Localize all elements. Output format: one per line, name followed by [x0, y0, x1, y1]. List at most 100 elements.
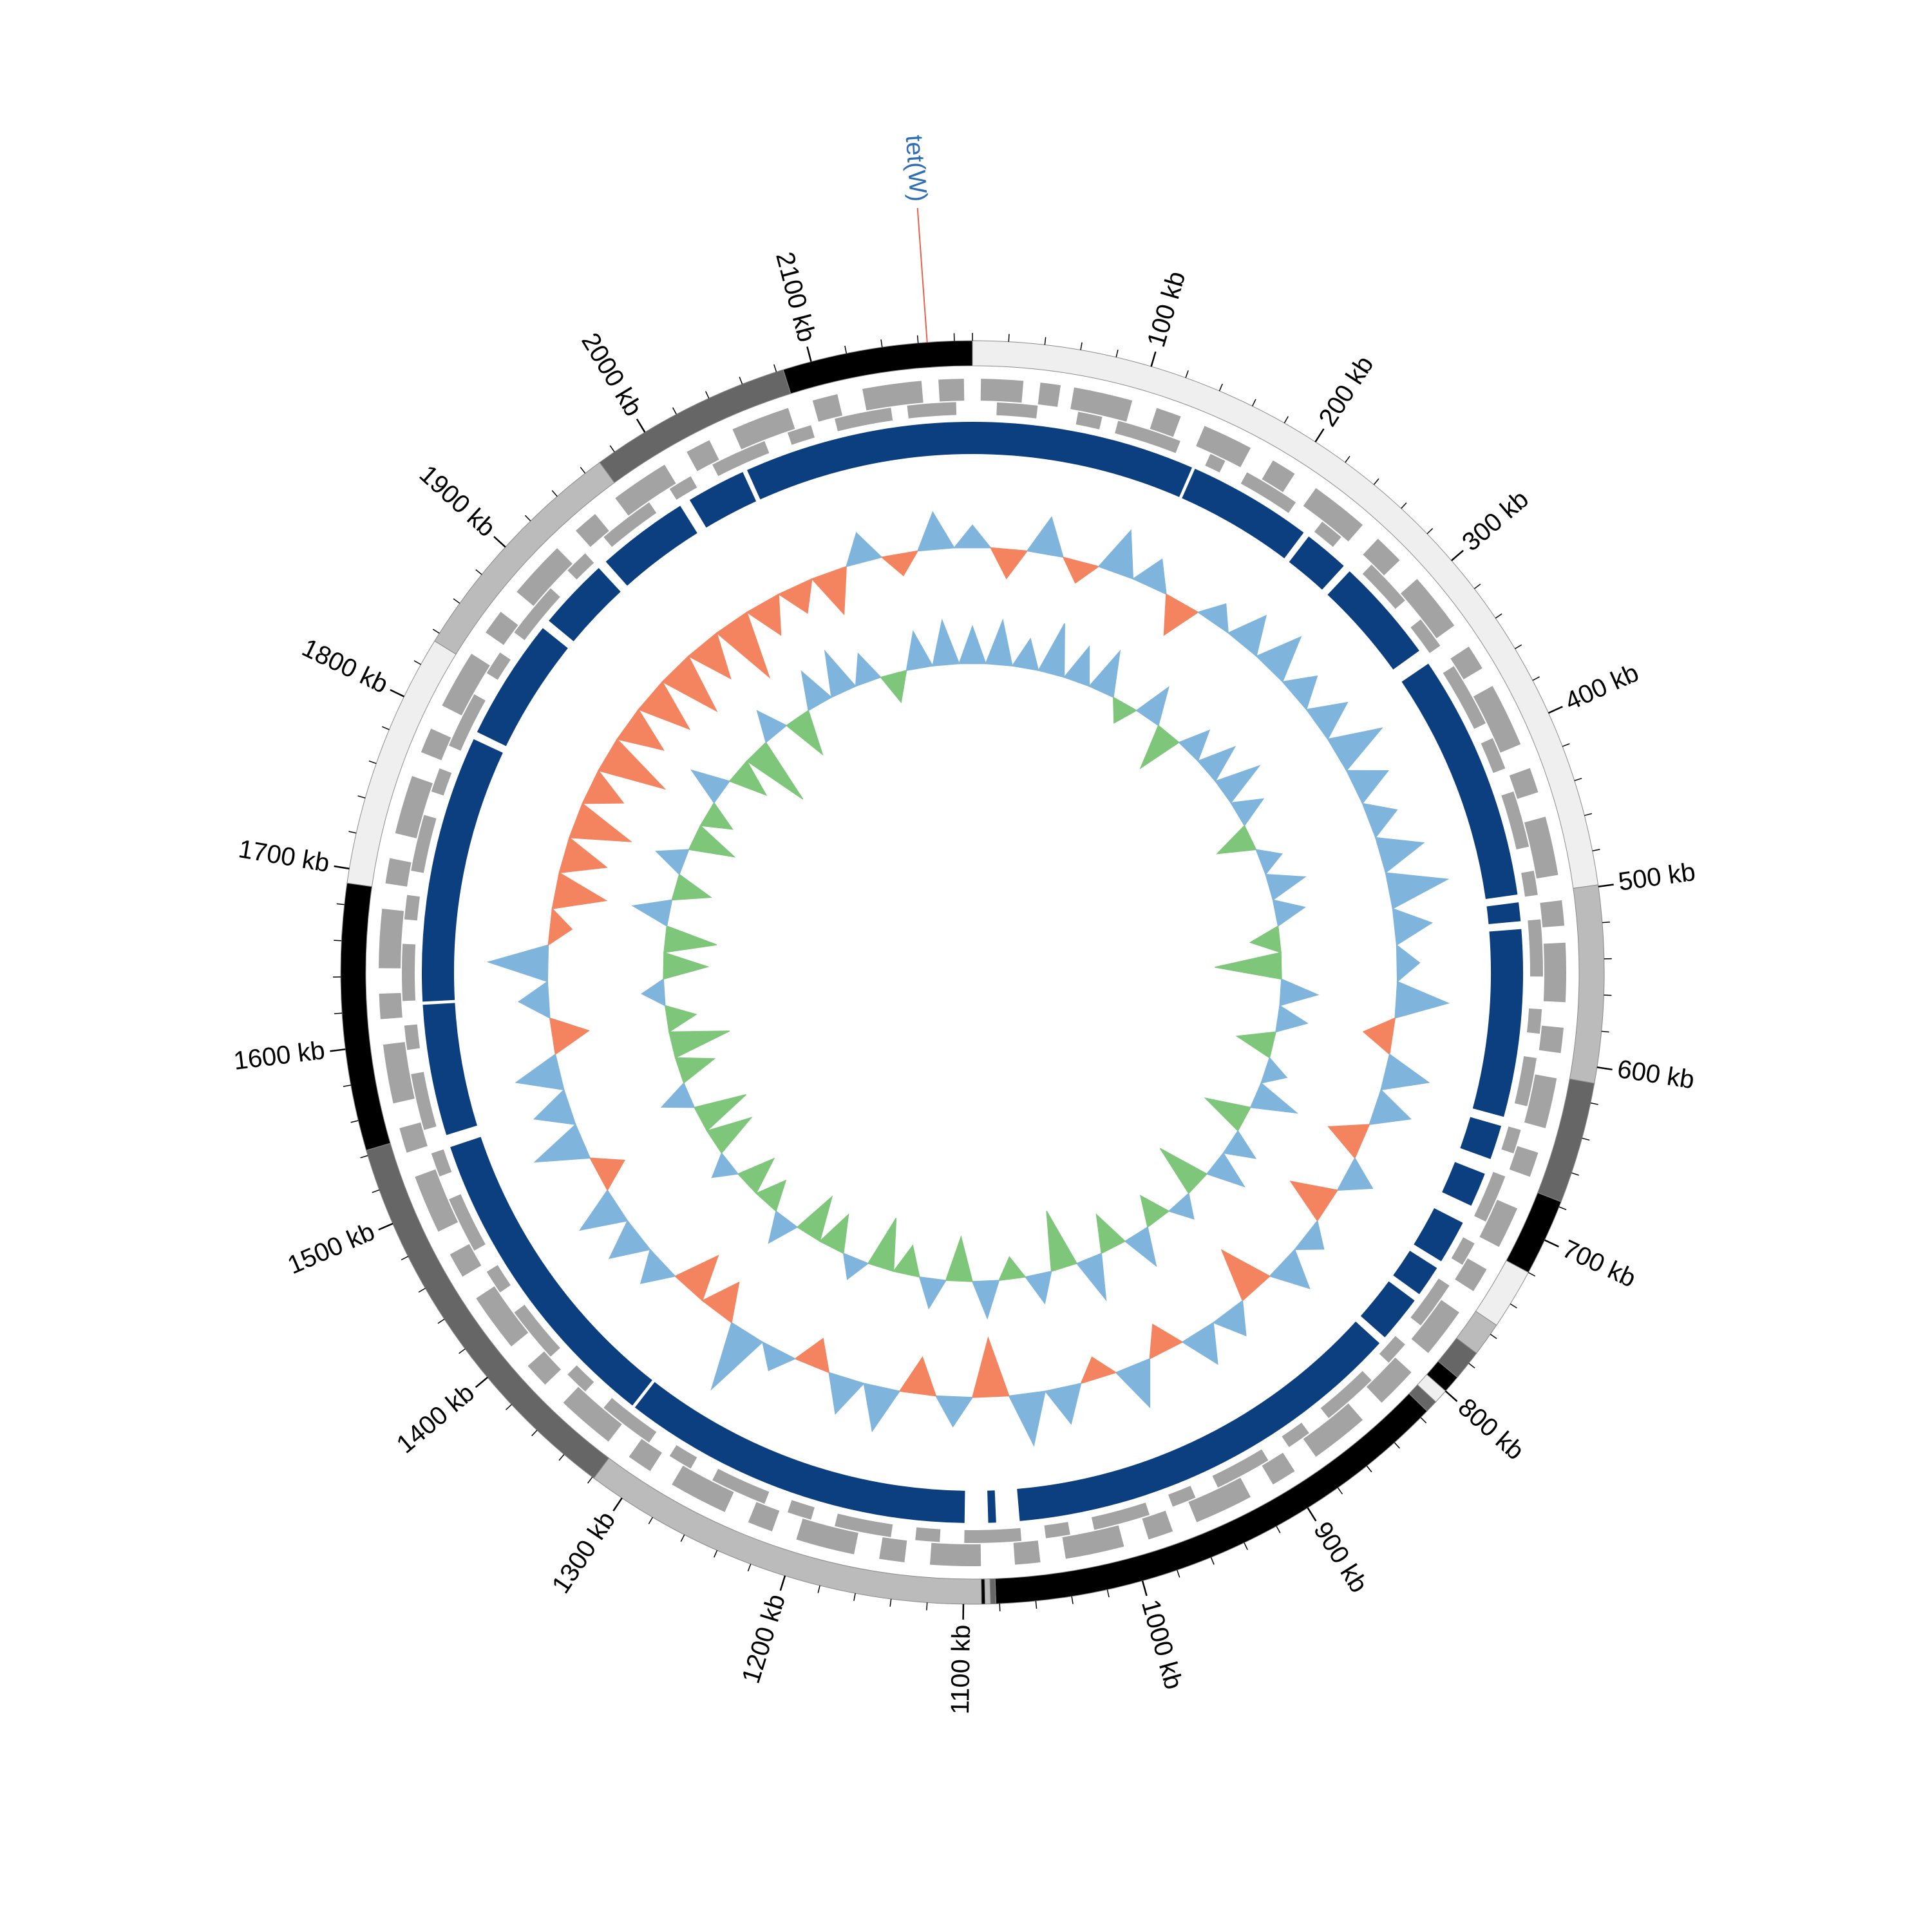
- gene-forward: [1540, 900, 1565, 928]
- minor-tick: [1426, 528, 1434, 535]
- gene-forward: [929, 1542, 981, 1567]
- gene-reverse: [1521, 870, 1538, 897]
- gene-forward: [516, 548, 573, 606]
- gc-skew: [663, 952, 710, 980]
- gene-forward: [1509, 1146, 1539, 1177]
- major-tick: [612, 1497, 623, 1511]
- gc-skew: [998, 1256, 1027, 1282]
- gene-reverse: [567, 1365, 594, 1392]
- gc-skew: [1139, 724, 1180, 770]
- gc-skew: [728, 760, 768, 797]
- minor-tick: [1106, 1589, 1110, 1598]
- gc-content: [608, 1220, 651, 1259]
- gc-skew: [671, 873, 713, 901]
- gc-skew: [1255, 849, 1283, 876]
- gene-reverse: [1091, 1502, 1150, 1530]
- gene-reverse: [1501, 791, 1530, 850]
- gc-skew: [819, 1213, 849, 1255]
- gene-forward: [1188, 1477, 1251, 1522]
- gc-skew: [746, 741, 804, 800]
- minor-tick: [853, 1593, 856, 1601]
- minor-tick: [1532, 676, 1540, 681]
- minor-tick: [1558, 1206, 1567, 1211]
- gc-content: [661, 655, 718, 712]
- gc-skew: [958, 625, 987, 665]
- major-tick: [1548, 706, 1563, 714]
- gc-skew: [1095, 1213, 1126, 1255]
- gc-skew: [855, 652, 882, 687]
- major-tick: [1150, 351, 1157, 367]
- gc-skew: [893, 1244, 920, 1278]
- gene-reverse: [603, 1397, 657, 1443]
- major-tick: [378, 1222, 393, 1231]
- gc-skew: [1159, 1148, 1208, 1195]
- gene-forward: [442, 654, 490, 715]
- gene-reverse: [915, 1527, 941, 1542]
- minor-tick: [531, 1430, 538, 1437]
- gene-reverse: [712, 440, 770, 477]
- gc-content: [846, 532, 883, 567]
- minor-tick: [418, 1287, 426, 1293]
- gc-content: [1269, 1248, 1311, 1289]
- minor-tick: [1562, 743, 1570, 747]
- gc-skew: [1222, 1130, 1257, 1159]
- minor-tick: [1373, 478, 1379, 485]
- minor-tick: [1345, 455, 1350, 463]
- major-tick: [779, 1575, 786, 1591]
- gc-skew: [905, 630, 934, 671]
- minor-tick: [1574, 777, 1582, 781]
- gene-forward: [379, 908, 404, 969]
- gene-reverse: [712, 1468, 770, 1504]
- minor-tick: [1515, 644, 1522, 650]
- gene-forward: [1262, 1452, 1295, 1485]
- blast-hit: [1486, 902, 1521, 925]
- contig: [984, 1578, 991, 1605]
- minor-tick: [648, 1517, 654, 1524]
- minor-tick: [348, 831, 357, 834]
- gc-content: [486, 944, 549, 983]
- gc-content: [794, 1338, 830, 1374]
- blast-hit: [1401, 663, 1518, 900]
- gc-content: [746, 593, 782, 636]
- minor-tick: [368, 760, 377, 764]
- minor-tick: [343, 1084, 351, 1087]
- blast-hit: [450, 1137, 652, 1406]
- gc-skew: [674, 1057, 716, 1084]
- gc-skew: [1037, 623, 1065, 678]
- annotation-line: [916, 207, 928, 343]
- gene-forward: [1142, 1510, 1173, 1540]
- minor-tick: [1601, 1030, 1609, 1033]
- major-tick: [390, 689, 405, 697]
- minor-tick: [1602, 921, 1610, 923]
- minor-tick: [1420, 1417, 1427, 1424]
- gene-forward: [1524, 817, 1558, 879]
- gene-forward: [563, 1387, 622, 1442]
- gene-reverse: [835, 408, 893, 431]
- gc-content: [533, 1088, 576, 1125]
- gene-reverse: [431, 1149, 452, 1177]
- gc-content: [1394, 981, 1450, 1019]
- gene-reverse: [449, 694, 486, 751]
- blast-hit: [689, 471, 757, 528]
- gc-skew: [1272, 899, 1306, 927]
- gene-reverse: [907, 402, 957, 419]
- blast-hit: [1460, 1117, 1502, 1159]
- minor-tick: [1185, 370, 1189, 378]
- major-tick: [1141, 1580, 1148, 1596]
- gc-content: [1368, 1088, 1412, 1125]
- minor-tick: [334, 1012, 343, 1014]
- gene-reverse: [1115, 421, 1180, 453]
- gc-skew: [785, 709, 824, 756]
- minor-tick: [1584, 813, 1593, 817]
- gc-skew: [1197, 746, 1236, 782]
- gene-reverse: [1362, 564, 1405, 609]
- minor-tick: [432, 629, 440, 634]
- gene-forward: [748, 1502, 780, 1531]
- blast-hit: [1472, 929, 1524, 1117]
- blast-hit: [1442, 1162, 1485, 1206]
- gc-content: [518, 980, 551, 1019]
- minor-tick: [1337, 1487, 1343, 1495]
- gene-reverse: [402, 943, 416, 1001]
- gene-reverse: [669, 1444, 697, 1469]
- major-tick: [1444, 1390, 1458, 1402]
